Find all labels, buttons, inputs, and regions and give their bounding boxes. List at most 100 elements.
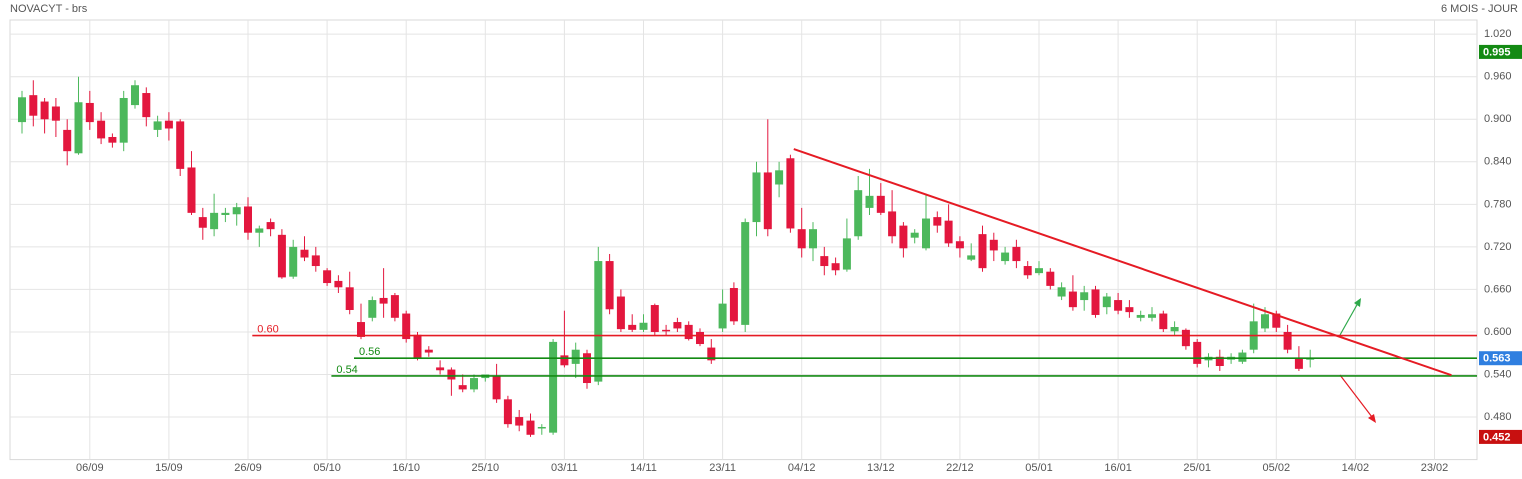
x-tick-label: 03/11 bbox=[551, 462, 578, 474]
candle-body bbox=[797, 229, 806, 249]
price-tag-label: 0.452 bbox=[1483, 431, 1511, 443]
candle-body bbox=[707, 347, 716, 361]
candle-body bbox=[854, 190, 863, 237]
candle-body bbox=[673, 322, 682, 329]
candle-body bbox=[729, 288, 738, 322]
candle-body bbox=[639, 322, 648, 330]
candle-body bbox=[119, 97, 128, 143]
y-tick-label: 0.960 bbox=[1484, 71, 1512, 83]
x-tick-label: 04/12 bbox=[788, 462, 816, 474]
candle-body bbox=[786, 158, 795, 229]
candle-body bbox=[266, 222, 275, 230]
candle-body bbox=[933, 217, 942, 226]
down-arrow bbox=[1339, 374, 1373, 418]
candle-body bbox=[1068, 291, 1077, 308]
candle-body bbox=[1170, 327, 1179, 332]
level-label: 0.56 bbox=[359, 346, 380, 358]
candle-body bbox=[1294, 358, 1303, 369]
candle-body bbox=[1023, 266, 1032, 276]
candle-body bbox=[526, 420, 535, 435]
candle-body bbox=[1012, 246, 1021, 262]
candle-body bbox=[899, 225, 908, 249]
candle-body bbox=[1057, 287, 1066, 297]
candle-body bbox=[1181, 329, 1190, 347]
candle-body bbox=[402, 313, 411, 340]
candle-body bbox=[198, 217, 207, 228]
candle-body bbox=[323, 270, 332, 284]
candle-body bbox=[142, 93, 151, 118]
candle-body bbox=[300, 249, 309, 258]
candle-body bbox=[549, 341, 558, 433]
x-tick-label: 05/10 bbox=[313, 462, 341, 474]
candle-body bbox=[876, 195, 885, 213]
candle-body bbox=[910, 232, 919, 238]
candle-body bbox=[470, 378, 478, 390]
candle-body bbox=[153, 121, 162, 130]
candle-body bbox=[221, 212, 230, 215]
candle-body bbox=[74, 102, 83, 154]
x-tick-label: 14/02 bbox=[1342, 462, 1370, 474]
candle-body bbox=[537, 426, 546, 429]
candle-body bbox=[696, 331, 704, 345]
candle-body bbox=[583, 353, 591, 384]
candle-body bbox=[424, 349, 433, 353]
candle-body bbox=[650, 305, 659, 332]
candle-body bbox=[628, 324, 637, 330]
x-tick-label: 23/11 bbox=[709, 462, 736, 474]
candle-body bbox=[1193, 341, 1202, 364]
candle-body bbox=[232, 207, 241, 215]
level-label: 0.60 bbox=[257, 323, 278, 335]
candle-body bbox=[1102, 296, 1111, 308]
candle-body bbox=[594, 261, 603, 382]
candle-body bbox=[888, 211, 897, 237]
up-arrow bbox=[1339, 302, 1359, 336]
candle-body bbox=[210, 212, 219, 230]
x-tick-label: 13/12 bbox=[867, 462, 895, 474]
candle-body bbox=[164, 120, 173, 129]
y-tick-label: 0.660 bbox=[1484, 283, 1512, 295]
candle-body bbox=[255, 228, 264, 233]
trend-line bbox=[793, 148, 1452, 377]
candle-body bbox=[718, 303, 727, 329]
candle-body bbox=[1035, 268, 1043, 274]
candle-body bbox=[368, 300, 377, 318]
candle-body bbox=[1261, 314, 1269, 329]
x-tick-label: 14/11 bbox=[630, 462, 657, 474]
candle-body bbox=[1091, 289, 1100, 315]
candle-body bbox=[763, 172, 772, 230]
candle-body bbox=[108, 136, 117, 143]
y-tick-label: 0.840 bbox=[1484, 156, 1512, 168]
price-tag bbox=[1479, 351, 1522, 366]
candle-body bbox=[775, 170, 784, 185]
candle-body bbox=[989, 239, 998, 251]
y-tick-label: 0.600 bbox=[1484, 326, 1512, 338]
chart-title: NOVACYT - brs bbox=[10, 3, 88, 15]
candle-body bbox=[1046, 271, 1055, 286]
candle-body bbox=[131, 85, 139, 106]
candle-body bbox=[289, 246, 298, 277]
candle-body bbox=[662, 329, 671, 332]
candle-body bbox=[1215, 356, 1224, 367]
candle-body bbox=[492, 375, 501, 400]
candle-body bbox=[244, 206, 252, 233]
candle-body bbox=[1238, 352, 1247, 362]
candle-body bbox=[571, 349, 580, 364]
candle-body bbox=[1272, 313, 1281, 328]
candle-body bbox=[616, 296, 625, 330]
x-tick-label: 16/10 bbox=[392, 462, 420, 474]
down-arrow-head bbox=[1368, 414, 1376, 423]
y-tick-label: 0.780 bbox=[1484, 198, 1512, 210]
candle-body bbox=[831, 263, 840, 271]
y-tick-label: 0.480 bbox=[1484, 411, 1512, 423]
y-tick-label: 0.720 bbox=[1484, 241, 1512, 253]
up-arrow-head bbox=[1354, 298, 1361, 307]
candle-body bbox=[865, 195, 874, 208]
candle-body bbox=[944, 220, 953, 244]
candle-body bbox=[63, 129, 72, 152]
candle-body bbox=[605, 261, 614, 310]
price-tag-label: 0.995 bbox=[1483, 46, 1511, 58]
price-tag bbox=[1479, 429, 1522, 444]
candle-body bbox=[51, 106, 60, 121]
candle-body bbox=[176, 121, 185, 169]
